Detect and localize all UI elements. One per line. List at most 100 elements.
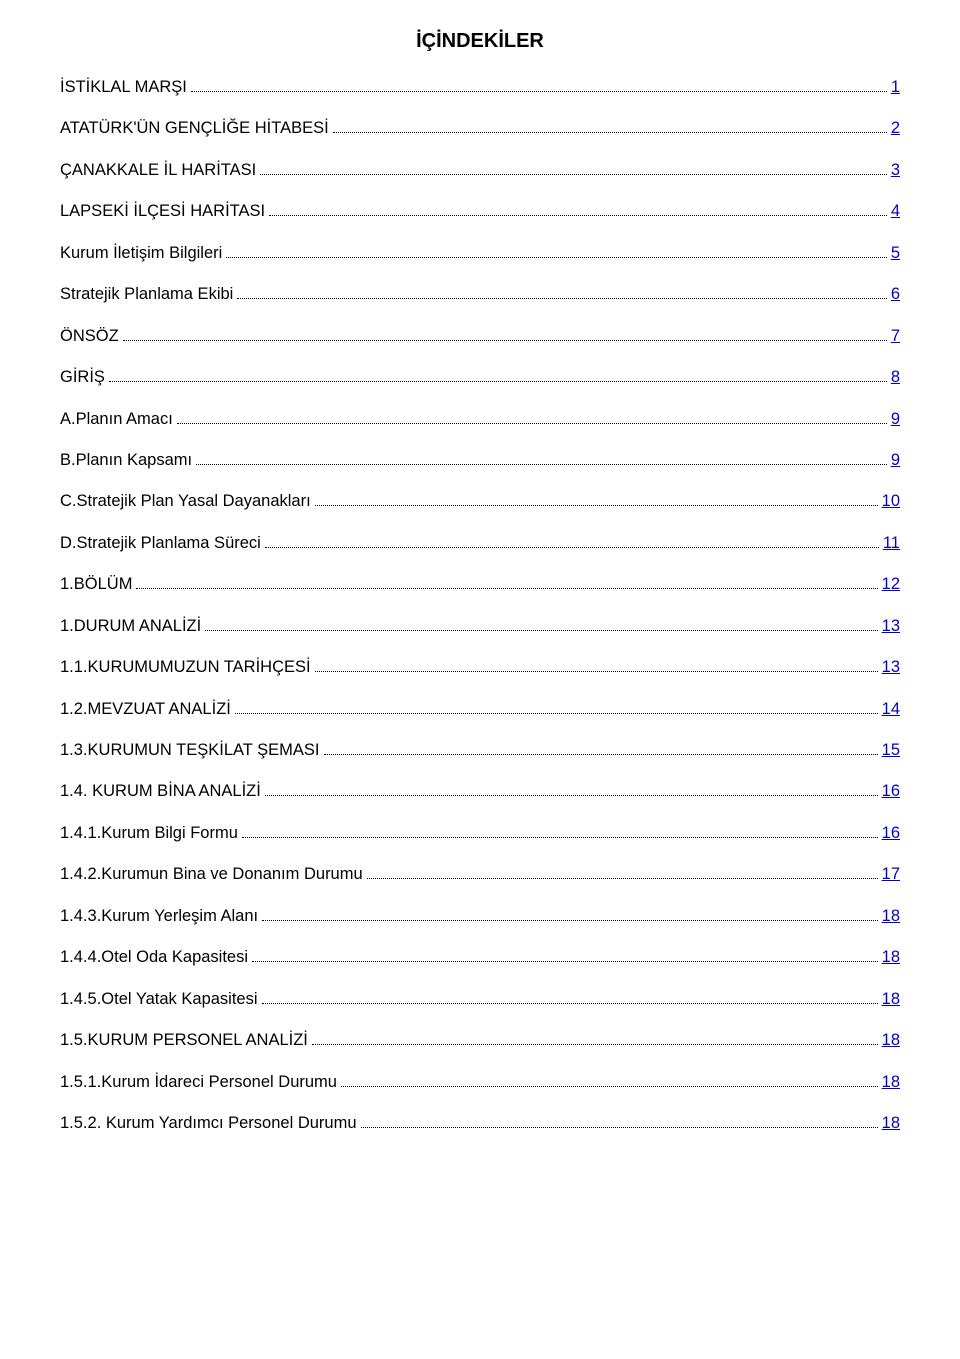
- toc-page-link[interactable]: 6: [891, 284, 900, 305]
- toc-label: 1.5.KURUM PERSONEL ANALİZİ: [60, 1030, 308, 1051]
- toc-leader-dots: [324, 754, 878, 755]
- toc-label: 1.5.2. Kurum Yardımcı Personel Durumu: [60, 1113, 357, 1134]
- toc-label: A.Planın Amacı: [60, 409, 173, 430]
- toc-label: 1.4.3.Kurum Yerleşim Alanı: [60, 906, 258, 927]
- toc-leader-dots: [191, 91, 887, 92]
- toc-entry: GİRİŞ 8: [60, 367, 900, 388]
- toc-leader-dots: [177, 423, 887, 424]
- toc-entry: 1.4.4.Otel Oda Kapasitesi 18: [60, 947, 900, 968]
- toc-leader-dots: [315, 505, 878, 506]
- toc-page-link[interactable]: 18: [882, 1030, 900, 1051]
- toc-page-link[interactable]: 2: [891, 118, 900, 139]
- toc-leader-dots: [341, 1086, 878, 1087]
- toc-page-link[interactable]: 12: [882, 574, 900, 595]
- toc-label: D.Stratejik Planlama Süreci: [60, 533, 261, 554]
- toc-label: 1.4.5.Otel Yatak Kapasitesi: [60, 989, 258, 1010]
- toc-page-link[interactable]: 18: [882, 947, 900, 968]
- toc-entry: LAPSEKİ İLÇESİ HARİTASI 4: [60, 201, 900, 222]
- toc-label: 1.1.KURUMUMUZUN TARİHÇESİ: [60, 657, 311, 678]
- toc-page-link[interactable]: 10: [882, 491, 900, 512]
- toc-label: ATATÜRK'ÜN GENÇLİĞE HİTABESİ: [60, 118, 329, 139]
- toc-label: 1.4.1.Kurum Bilgi Formu: [60, 823, 238, 844]
- toc-entry: Kurum İletişim Bilgileri 5: [60, 243, 900, 264]
- toc-leader-dots: [312, 1044, 878, 1045]
- toc-entry: 1.5.2. Kurum Yardımcı Personel Durumu 18: [60, 1113, 900, 1134]
- toc-leader-dots: [242, 837, 878, 838]
- toc-label: C.Stratejik Plan Yasal Dayanakları: [60, 491, 311, 512]
- toc-page-link[interactable]: 3: [891, 160, 900, 181]
- toc-leader-dots: [237, 298, 886, 299]
- toc-label: 1.2.MEVZUAT ANALİZİ: [60, 699, 231, 720]
- toc-page-link[interactable]: 13: [882, 657, 900, 678]
- toc-entry: İSTİKLAL MARŞI1: [60, 77, 900, 98]
- toc-label: GİRİŞ: [60, 367, 105, 388]
- toc-label: Kurum İletişim Bilgileri: [60, 243, 222, 264]
- toc-leader-dots: [262, 920, 878, 921]
- toc-label: LAPSEKİ İLÇESİ HARİTASI: [60, 201, 265, 222]
- toc-entry: 1.4. KURUM BİNA ANALİZİ 16: [60, 781, 900, 802]
- toc-page-link[interactable]: 4: [891, 201, 900, 222]
- toc-leader-dots: [361, 1127, 878, 1128]
- toc-page-link[interactable]: 7: [891, 326, 900, 347]
- toc-page-link[interactable]: 18: [882, 1113, 900, 1134]
- toc-leader-dots: [136, 588, 877, 589]
- toc-leader-dots: [123, 340, 887, 341]
- toc-entry: 1.3.KURUMUN TEŞKİLAT ŞEMASI 15: [60, 740, 900, 761]
- toc-leader-dots: [269, 215, 887, 216]
- toc-page-link[interactable]: 17: [882, 864, 900, 885]
- toc-page-link[interactable]: 18: [882, 989, 900, 1010]
- toc-label: 1.DURUM ANALİZİ: [60, 616, 201, 637]
- toc-page-link[interactable]: 1: [891, 77, 900, 98]
- toc-entry: 1.5.1.Kurum İdareci Personel Durumu 18: [60, 1072, 900, 1093]
- toc-leader-dots: [109, 381, 887, 382]
- toc-page-link[interactable]: 15: [882, 740, 900, 761]
- toc-page-link[interactable]: 9: [891, 450, 900, 471]
- toc-entry: ÖNSÖZ 7: [60, 326, 900, 347]
- toc-entry: 1.4.1.Kurum Bilgi Formu 16: [60, 823, 900, 844]
- toc-label: 1.BÖLÜM: [60, 574, 132, 595]
- toc-leader-dots: [265, 795, 878, 796]
- toc-leader-dots: [265, 547, 879, 548]
- toc-label: 1.4. KURUM BİNA ANALİZİ: [60, 781, 261, 802]
- toc-leader-dots: [226, 257, 887, 258]
- toc-leader-dots: [252, 961, 878, 962]
- toc-page-link[interactable]: 16: [882, 823, 900, 844]
- toc-entry: 1.4.3.Kurum Yerleşim Alanı 18: [60, 906, 900, 927]
- toc-entry: D.Stratejik Planlama Süreci 11: [60, 533, 900, 554]
- toc-entry: Stratejik Planlama Ekibi 6: [60, 284, 900, 305]
- toc-leader-dots: [262, 1003, 878, 1004]
- toc-entry: ATATÜRK'ÜN GENÇLİĞE HİTABESİ 2: [60, 118, 900, 139]
- toc-page-link[interactable]: 14: [882, 699, 900, 720]
- toc-leader-dots: [367, 878, 878, 879]
- toc-label: 1.4.2.Kurumun Bina ve Donanım Durumu: [60, 864, 363, 885]
- toc-page-link[interactable]: 16: [882, 781, 900, 802]
- toc-entry: 1.DURUM ANALİZİ 13: [60, 616, 900, 637]
- toc-entry: B.Planın Kapsamı 9: [60, 450, 900, 471]
- toc-leader-dots: [260, 174, 887, 175]
- toc-entry: C.Stratejik Plan Yasal Dayanakları 10: [60, 491, 900, 512]
- toc-label: B.Planın Kapsamı: [60, 450, 192, 471]
- toc-entry: 1.2.MEVZUAT ANALİZİ 14: [60, 699, 900, 720]
- toc-label: 1.4.4.Otel Oda Kapasitesi: [60, 947, 248, 968]
- toc-leader-dots: [196, 464, 887, 465]
- toc-label: ÇANAKKALE İL HARİTASI: [60, 160, 256, 181]
- toc-page-link[interactable]: 9: [891, 409, 900, 430]
- toc-page-link[interactable]: 8: [891, 367, 900, 388]
- table-of-contents: İSTİKLAL MARŞI1 ATATÜRK'ÜN GENÇLİĞE HİTAB…: [60, 77, 900, 1134]
- page-title: İÇİNDEKİLER: [60, 30, 900, 53]
- toc-page-link[interactable]: 18: [882, 906, 900, 927]
- toc-leader-dots: [315, 671, 878, 672]
- toc-entry: ÇANAKKALE İL HARİTASI 3: [60, 160, 900, 181]
- toc-label: ÖNSÖZ: [60, 326, 119, 347]
- toc-page-link[interactable]: 13: [882, 616, 900, 637]
- toc-label: Stratejik Planlama Ekibi: [60, 284, 233, 305]
- toc-entry: 1.5.KURUM PERSONEL ANALİZİ 18: [60, 1030, 900, 1051]
- toc-page-link[interactable]: 18: [882, 1072, 900, 1093]
- toc-entry: 1.4.5.Otel Yatak Kapasitesi 18: [60, 989, 900, 1010]
- toc-entry: 1.4.2.Kurumun Bina ve Donanım Durumu 17: [60, 864, 900, 885]
- toc-leader-dots: [333, 132, 887, 133]
- toc-label: 1.5.1.Kurum İdareci Personel Durumu: [60, 1072, 337, 1093]
- toc-label: 1.3.KURUMUN TEŞKİLAT ŞEMASI: [60, 740, 320, 761]
- toc-page-link[interactable]: 11: [883, 533, 900, 554]
- toc-page-link[interactable]: 5: [891, 243, 900, 264]
